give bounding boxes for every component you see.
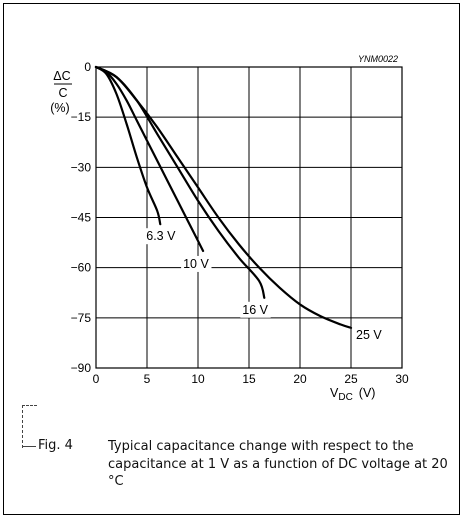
x-tick-label: 5 [144,372,151,386]
x-tick-label: 10 [191,372,205,386]
series-labels: 6.3 V 10 V 16 V 25 V [144,228,385,343]
ylabel-numerator: ΔC [53,69,70,83]
series-curve [94,65,205,253]
x-tick-label: 25 [344,372,358,386]
y-tick-label: −30 [71,160,92,174]
caption-bracket [22,405,37,448]
xlabel-subscript: DC [338,392,352,403]
series-curve [94,65,266,299]
figure-number: Fig. 4 [38,438,73,453]
plot-border [95,66,403,369]
figure-caption: Typical capacitance change with respect … [108,439,448,489]
x-tick-label: 20 [293,372,307,386]
series-curve [94,65,353,329]
y-tick-label: −75 [71,311,92,325]
capacitance-chart: 0 −15 −30 −45 −60 −75 −90 0 5 10 15 20 25 30 6.3 V 10… [50,54,409,403]
xlabel-symbol: V [330,386,339,400]
x-tick-label: 30 [395,372,409,386]
x-tick-label: 15 [242,372,256,386]
grid [96,67,402,368]
series-label-bg [354,326,385,343]
ylabel-unit: (%) [50,101,69,115]
y-tick-label: −60 [71,261,92,275]
series-label-bg [144,228,179,245]
y-tick-label: −15 [71,110,92,124]
y-tick-label: −90 [71,361,92,375]
series-label: 10 V [183,257,209,271]
x-tick-label: 0 [93,372,100,386]
xlabel-unit: (V) [359,386,376,400]
ylabel-denominator: C [58,86,67,100]
y-tick-label: 0 [84,60,91,74]
xlabel: VDC (V) [330,386,375,403]
y-tick-label: −45 [71,211,92,225]
caption-bracket-foot [22,446,36,447]
curves [94,65,353,329]
series-label: 25 V [356,328,382,342]
figure-frame [3,3,460,515]
series-curve [94,65,162,226]
y-tick-labels: 0 −15 −30 −45 −60 −75 −90 [71,60,92,375]
series-label: 6.3 V [146,229,176,243]
series-label-bg [240,301,271,318]
series-label: 16 V [242,303,268,317]
series-label-bg [181,255,212,272]
figure-code: YNM0022 [358,54,398,64]
x-tick-labels: 0 5 10 15 20 25 30 [93,372,409,386]
